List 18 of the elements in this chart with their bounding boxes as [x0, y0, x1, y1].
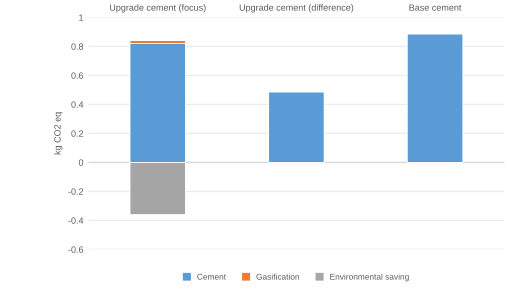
y-tick-label: 0.6 — [71, 72, 84, 79]
y-tick-label: 0.8 — [71, 43, 84, 50]
y-tick-label: 0 — [78, 159, 84, 166]
legend-label: Gasification — [256, 274, 300, 280]
x-tick-label: Upgrade cement (difference) — [240, 4, 354, 13]
y-tick-label: 0.2 — [71, 130, 84, 137]
y-axis-title: kg CO2 eq — [54, 112, 62, 154]
bar — [268, 92, 325, 163]
y-tick-label: -0.2 — [68, 188, 84, 195]
legend-label: Environmental saving — [330, 274, 409, 282]
y-tick-label: 1 — [79, 14, 84, 21]
x-tick-label: Base cement — [409, 4, 462, 11]
y-tick-label: -0.4 — [68, 217, 84, 224]
y-tick-label: -0.6 — [68, 246, 84, 253]
bar — [406, 34, 464, 163]
legend-label: Cement — [197, 274, 226, 280]
x-tick-label: Upgrade cement (focus) — [110, 4, 206, 13]
y-tick-label: 0.4 — [71, 101, 84, 108]
